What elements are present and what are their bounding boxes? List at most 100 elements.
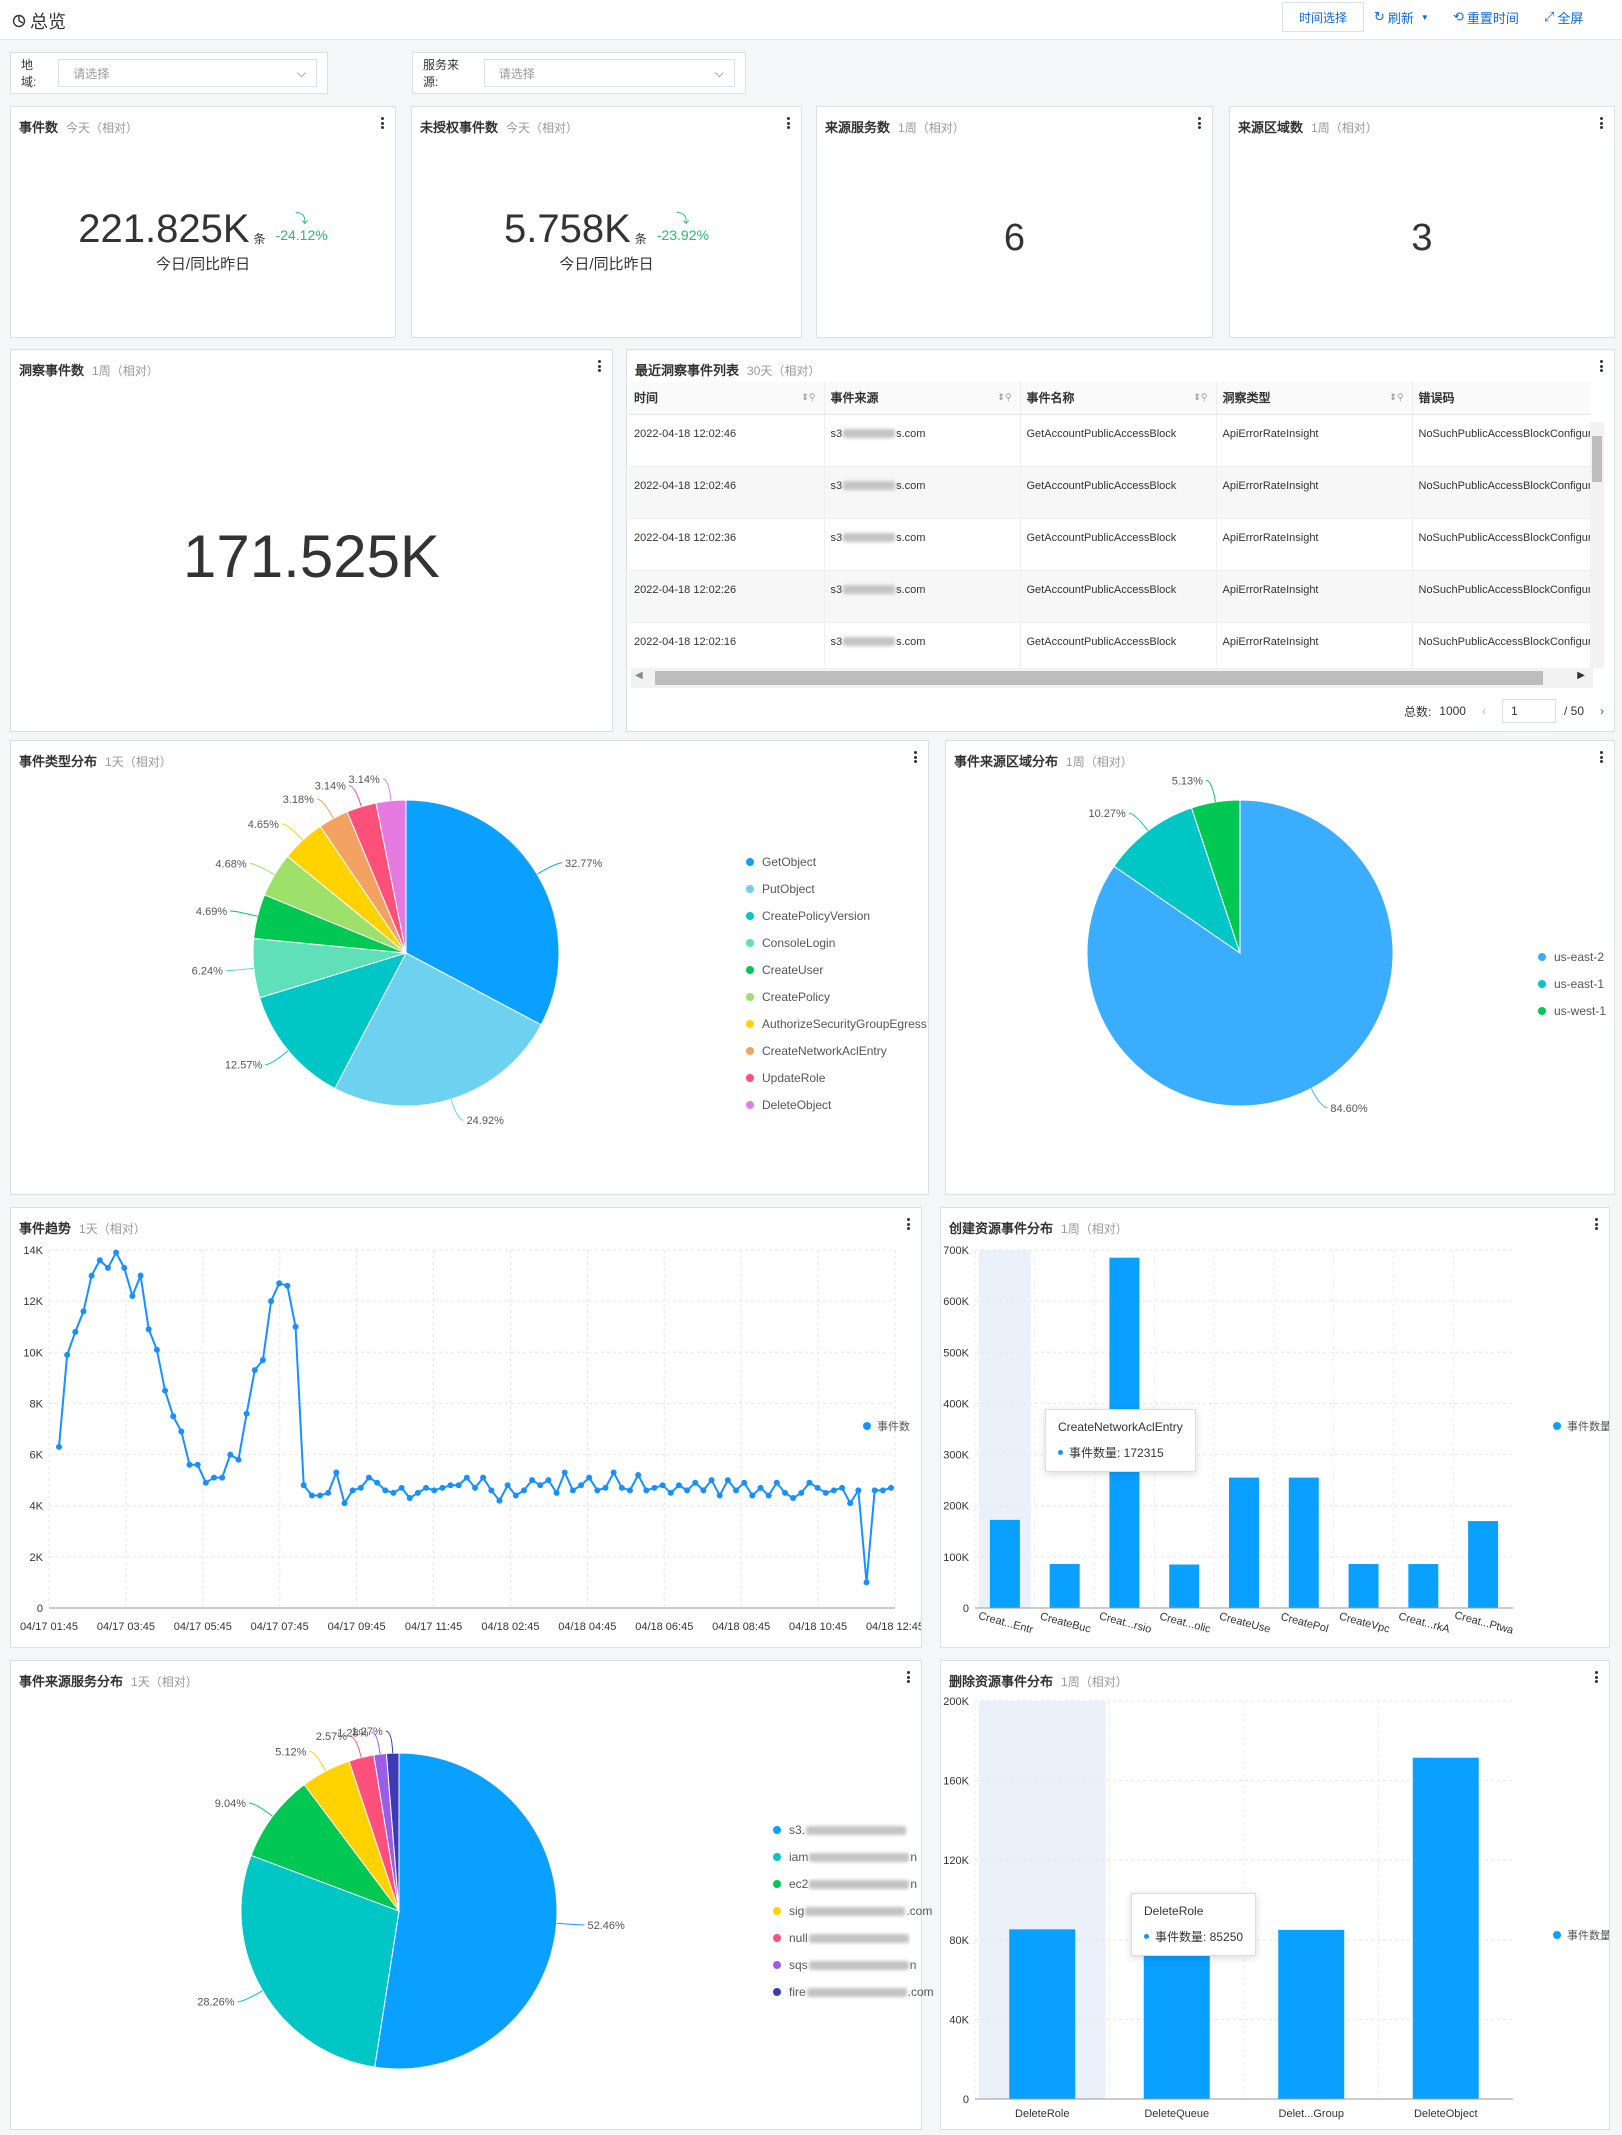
data-point[interactable] bbox=[284, 1282, 291, 1289]
more-menu-icon[interactable] bbox=[1591, 1669, 1601, 1685]
data-point[interactable] bbox=[64, 1351, 71, 1358]
data-point[interactable] bbox=[423, 1484, 430, 1491]
data-point[interactable] bbox=[170, 1413, 177, 1420]
more-menu-icon[interactable] bbox=[1596, 358, 1606, 374]
legend-item[interactable]: GetObject bbox=[746, 848, 927, 875]
column-header[interactable]: 错误码⇕⚲ bbox=[1412, 382, 1590, 415]
data-point[interactable] bbox=[308, 1492, 315, 1499]
table-row[interactable]: 2022-04-18 12:02:26 s3 s.com GetAccountPubl… bbox=[628, 570, 1590, 623]
bar[interactable] bbox=[1288, 1477, 1319, 1608]
source-select[interactable]: 请选择 ⌵ bbox=[483, 59, 735, 87]
legend-item[interactable]: DeleteObject bbox=[746, 1091, 927, 1118]
data-point[interactable] bbox=[626, 1487, 633, 1494]
data-point[interactable] bbox=[382, 1487, 389, 1494]
scroll-right-icon[interactable]: ▶ bbox=[1577, 670, 1585, 681]
legend-item[interactable]: iam n bbox=[773, 1843, 934, 1870]
data-point[interactable] bbox=[855, 1487, 862, 1494]
data-point[interactable] bbox=[814, 1484, 821, 1491]
data-point[interactable] bbox=[578, 1482, 585, 1489]
fullscreen-button[interactable]: ⤢ 全屏 bbox=[1544, 4, 1583, 30]
data-point[interactable] bbox=[659, 1482, 666, 1489]
bar[interactable] bbox=[1468, 1521, 1499, 1608]
data-point[interactable] bbox=[390, 1489, 397, 1496]
more-menu-icon[interactable] bbox=[903, 1669, 913, 1685]
data-point[interactable] bbox=[675, 1482, 682, 1489]
data-point[interactable] bbox=[716, 1492, 723, 1499]
data-point[interactable] bbox=[708, 1477, 715, 1484]
data-point[interactable] bbox=[594, 1487, 601, 1494]
data-point[interactable] bbox=[806, 1479, 813, 1486]
data-point[interactable] bbox=[480, 1474, 487, 1481]
more-menu-icon[interactable] bbox=[377, 115, 387, 131]
data-point[interactable] bbox=[741, 1479, 748, 1486]
region-select[interactable]: 请选择 ⌵ bbox=[58, 59, 317, 87]
legend-item[interactable]: ConsoleLogin bbox=[746, 929, 927, 956]
data-point[interactable] bbox=[431, 1487, 438, 1494]
data-point[interactable] bbox=[733, 1487, 740, 1494]
data-point[interactable] bbox=[406, 1495, 413, 1502]
more-menu-icon[interactable] bbox=[910, 749, 920, 765]
data-point[interactable] bbox=[137, 1272, 144, 1279]
prev-page-icon[interactable]: ‹ bbox=[1481, 704, 1486, 718]
legend-item[interactable]: AuthorizeSecurityGroupEgress bbox=[746, 1010, 927, 1037]
data-point[interactable] bbox=[292, 1323, 299, 1330]
data-point[interactable] bbox=[504, 1482, 511, 1489]
data-point[interactable] bbox=[618, 1484, 625, 1491]
data-point[interactable] bbox=[790, 1495, 797, 1502]
data-point[interactable] bbox=[773, 1479, 780, 1486]
data-point[interactable] bbox=[96, 1257, 103, 1264]
data-point[interactable] bbox=[545, 1477, 552, 1484]
data-point[interactable] bbox=[251, 1367, 258, 1374]
bar[interactable] bbox=[1049, 1564, 1080, 1608]
bar[interactable] bbox=[1278, 1929, 1345, 2099]
data-point[interactable] bbox=[113, 1249, 120, 1256]
data-point[interactable] bbox=[488, 1487, 495, 1494]
bar[interactable] bbox=[1143, 1929, 1210, 2099]
bar[interactable] bbox=[1412, 1757, 1479, 2099]
data-point[interactable] bbox=[398, 1484, 405, 1491]
data-point[interactable] bbox=[765, 1492, 772, 1499]
data-point[interactable] bbox=[300, 1482, 307, 1489]
data-point[interactable] bbox=[186, 1461, 193, 1468]
data-point[interactable] bbox=[798, 1489, 805, 1496]
data-point[interactable] bbox=[317, 1492, 324, 1499]
data-point[interactable] bbox=[496, 1497, 503, 1504]
legend-item[interactable]: null bbox=[773, 1924, 934, 1951]
data-point[interactable] bbox=[341, 1500, 348, 1507]
data-point[interactable] bbox=[529, 1477, 536, 1484]
pie-slice[interactable] bbox=[1190, 799, 1241, 954]
bar[interactable] bbox=[1169, 1564, 1200, 1608]
data-point[interactable] bbox=[374, 1479, 381, 1486]
more-menu-icon[interactable] bbox=[783, 115, 793, 131]
bar[interactable] bbox=[1009, 1929, 1076, 2099]
data-point[interactable] bbox=[830, 1487, 837, 1494]
reset-time-button[interactable]: ⟲ 重置时间 bbox=[1453, 4, 1519, 30]
pie-slice[interactable] bbox=[240, 1854, 400, 2068]
data-point[interactable] bbox=[178, 1428, 185, 1435]
legend-item[interactable]: sig .com bbox=[773, 1897, 934, 1924]
data-point[interactable] bbox=[602, 1484, 609, 1491]
data-point[interactable] bbox=[235, 1456, 242, 1463]
table-row[interactable]: 2022-04-18 12:02:16 s3 s.com GetAccountPubl… bbox=[628, 622, 1590, 668]
data-point[interactable] bbox=[162, 1387, 169, 1394]
data-point[interactable] bbox=[569, 1487, 576, 1494]
legend-item[interactable]: CreatePolicyVersion bbox=[746, 902, 927, 929]
more-menu-icon[interactable] bbox=[1596, 749, 1606, 765]
column-header[interactable]: 事件来源 ⇕⚲ bbox=[824, 382, 1021, 415]
sort-filter-icon[interactable]: ⇕⚲ bbox=[1389, 392, 1404, 402]
data-point[interactable] bbox=[561, 1469, 568, 1476]
data-point[interactable] bbox=[88, 1272, 95, 1279]
legend-item[interactable]: CreatePolicy bbox=[746, 983, 927, 1010]
next-page-icon[interactable]: › bbox=[1600, 704, 1604, 718]
data-point[interactable] bbox=[121, 1264, 128, 1271]
data-point[interactable] bbox=[667, 1489, 674, 1496]
vertical-scrollbar[interactable] bbox=[1590, 422, 1604, 668]
legend-item[interactable]: us-west-1 bbox=[1538, 997, 1606, 1024]
sort-filter-icon[interactable]: ⇕⚲ bbox=[801, 392, 816, 402]
legend-item[interactable]: s3. bbox=[773, 1816, 934, 1843]
scrollbar-thumb[interactable] bbox=[655, 671, 1543, 685]
legend-item[interactable]: UpdateRole bbox=[746, 1064, 927, 1091]
data-point[interactable] bbox=[463, 1474, 470, 1481]
data-point[interactable] bbox=[839, 1484, 846, 1491]
data-point[interactable] bbox=[210, 1474, 217, 1481]
